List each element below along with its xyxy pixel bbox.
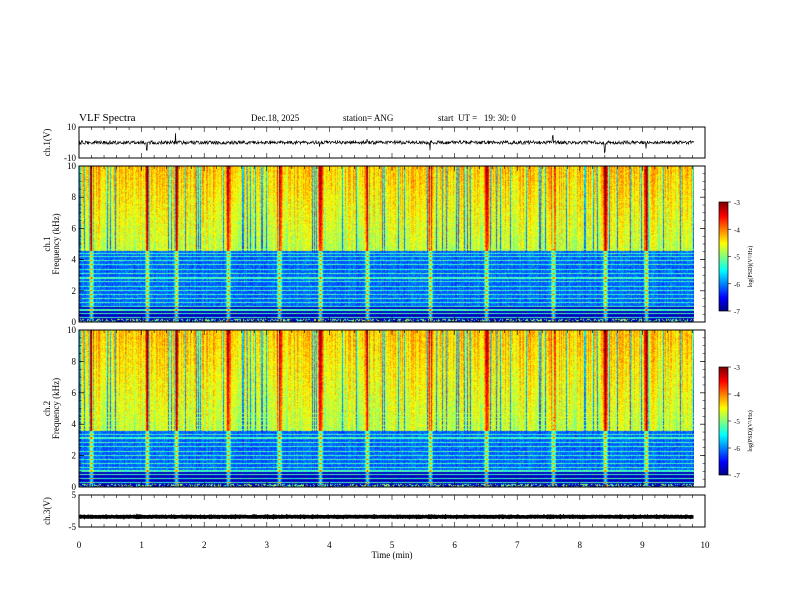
ch1-spectrogram-ytick-label: 6 [72,223,77,233]
ch2-spectrogram-colorbar-tick: -4 [734,391,740,399]
x-tick-label: 7 [515,540,520,550]
header-title: VLF Spectra [79,112,136,124]
ch1-colorbar [719,202,728,311]
ch1-voltage-frame [78,126,706,159]
ch2-spectrogram [79,330,694,487]
ch2-spectrogram-colorbar-axis: -3 -4 -5 -6 -7 log(PSD)(V²/Hz) [718,364,754,480]
x-tick-label: 9 [640,540,645,550]
ch2-spectrogram-colorbar-tick: -5 [734,418,740,426]
ch1-spectrogram-ylabel: Frequency (kHz) [51,213,61,274]
x-tick-label: 8 [578,540,583,550]
ch1-spectrogram-ytick-label: 2 [72,286,77,296]
ch2-spectrogram-colorbar-label: log(PSD)(V²/Hz) [747,410,754,451]
ch1-spectrogram-frame [78,165,706,323]
ch2-spectrogram-ytick-label: 2 [72,451,77,461]
ch1-voltage-ytick-label: -10 [64,153,76,163]
ch1-spectrogram-ytick-label: 10 [67,161,77,171]
ch3-voltage-yaxis: 5 -5 ch.3(V) [42,490,705,532]
ch3-voltage-ytick-label: 5 [72,490,77,500]
ch1-voltage-ylabel: ch.1(V) [42,129,52,157]
ch1-spectrogram-colorbar-label: log(PSD)(V²/Hz) [747,246,754,287]
ch3-voltage-ylabel: ch.3(V) [42,497,52,525]
ch1-voltage-trace [78,133,694,154]
ch2-spectrogram-ytick-label: 6 [72,388,77,398]
ch2-spectrogram-colorbar-tick: -3 [734,364,740,372]
ch2-spectrogram-ylabel: ch.2 [42,401,52,416]
x-tick-label: 5 [390,540,395,550]
ch1-spectrogram-ytick-label: 4 [72,255,77,265]
header-date: Dec.18, 2025 [251,113,300,123]
ch1-spectrogram-ylabel: ch.1 [42,236,52,251]
ch1-spectrogram-colorbar-tick: -6 [734,281,740,289]
ch2-spectrogram-ylabel: Frequency (kHz) [51,378,61,439]
ch1-voltage-ytick-label: 10 [67,122,77,132]
ch2-spectrogram-colorbar-tick: -7 [734,472,740,480]
ch1-spectrogram-ytick-label: 8 [72,192,77,202]
ch2-spectrogram-ytick-label: 10 [67,325,77,335]
ch1-spectrogram-colorbar-tick: -4 [734,226,740,234]
ch2-spectrogram-frame [78,329,706,488]
ch1-spectrogram-colorbar-axis: -3 -4 -5 -6 -7 log(PSD)(V²/Hz) [718,199,754,316]
x-axis: 0 1 2 3 4 5 6 7 8 9 10 Time (min) [77,540,710,560]
ch3-voltage-frame [78,494,706,528]
header-start-time: start UT = 19: 30: 0 [438,113,516,123]
x-tick-label: 2 [202,540,207,550]
ch1-spectrogram-colorbar-tick: -3 [734,199,740,207]
x-tick-label: 0 [77,540,82,550]
ch1-voltage-yaxis: 10 -10 ch.1(V) [42,122,705,163]
ch1-spectrogram-yaxis: 0 2 4 6 8 10 ch.1 Frequency (kHz) [42,161,705,327]
ch1-spectrogram [79,166,694,322]
ch2-spectrogram-ytick-label: 8 [72,356,77,366]
ch2-spectrogram-ytick-label: 0 [72,482,77,492]
header-station: station= ANG [343,113,394,123]
x-tick-label: 6 [452,540,457,550]
x-tick-label: 1 [139,540,144,550]
x-axis-label: Time (min) [372,550,413,560]
ch3-voltage-trace [78,513,694,520]
x-tick-label: 3 [265,540,270,550]
x-tick-label: 4 [327,540,332,550]
ch1-spectrogram-colorbar-tick: -5 [734,254,740,262]
x-tick-label: 10 [701,540,711,550]
ch2-spectrogram-ytick-label: 4 [72,419,77,429]
ch2-spectrogram-colorbar-tick: -6 [734,445,740,453]
ch3-voltage-ytick-label: -5 [69,522,77,532]
ch1-spectrogram-colorbar-tick: -7 [734,308,740,316]
ch1-spectrogram-ytick-label: 0 [72,317,77,327]
ch2-colorbar [719,367,728,475]
ch2-spectrogram-yaxis: 0 2 4 6 8 10 ch.2 Frequency (kHz) [42,325,705,492]
